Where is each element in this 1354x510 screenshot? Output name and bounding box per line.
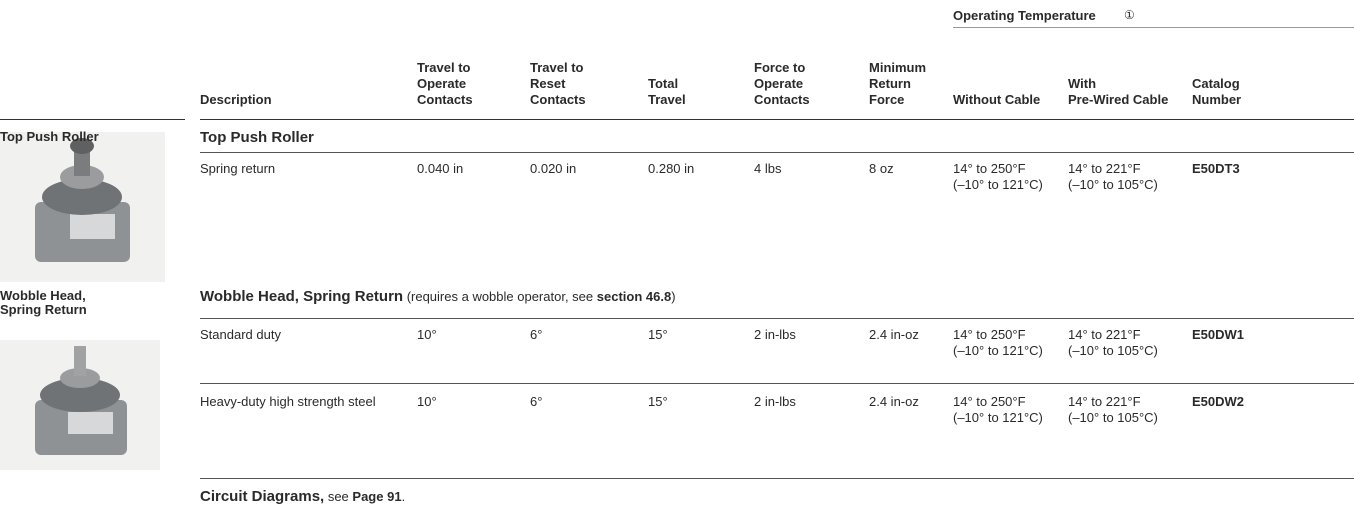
cell: 6° [530, 327, 542, 343]
product-image [0, 340, 160, 470]
group-note: ① [1124, 7, 1135, 23]
column-header: Total [648, 76, 678, 92]
footer-note-part: Page 91 [352, 489, 401, 504]
section-title-part: ) [671, 289, 675, 304]
cell: 2 in-lbs [754, 394, 796, 410]
rule [200, 152, 1354, 153]
cell: 14° to 250°F [953, 327, 1026, 343]
column-header: Force to [754, 60, 805, 76]
cell: (–10° to 105°C) [1068, 177, 1158, 193]
catalog-number: E50DW1 [1192, 327, 1244, 343]
footer-note-part: . [402, 489, 406, 504]
footer-note-part: see [324, 489, 352, 504]
rule [200, 383, 1354, 384]
cell: (–10° to 121°C) [953, 343, 1043, 359]
cell: Heavy-duty high strength steel [200, 394, 376, 410]
column-header: Travel to [530, 60, 583, 76]
column-header: Description [200, 92, 272, 108]
cell: (–10° to 105°C) [1068, 410, 1158, 426]
column-header: Travel to [417, 60, 470, 76]
cell: (–10° to 121°C) [953, 410, 1043, 426]
catalog-number: E50DW2 [1192, 394, 1244, 410]
cell: 15° [648, 327, 668, 343]
column-header: Reset [530, 76, 565, 92]
cell: 14° to 250°F [953, 394, 1026, 410]
column-header: Catalog [1192, 76, 1240, 92]
section-title: Top Push Roller [200, 130, 314, 146]
cell: (–10° to 121°C) [953, 177, 1043, 193]
column-header: Pre-Wired Cable [1068, 92, 1168, 108]
section-title-part: (requires a wobble operator, see [403, 289, 597, 304]
column-header: With [1068, 76, 1096, 92]
product-image [0, 132, 165, 282]
column-header: Contacts [417, 92, 473, 108]
cell: 0.020 in [530, 161, 576, 177]
column-header: Operate [754, 76, 803, 92]
section-title-part: Wobble Head, Spring Return [200, 288, 403, 305]
section-title-part: Top Push Roller [200, 129, 314, 146]
rule [200, 119, 1354, 120]
cell: 2.4 in-oz [869, 394, 919, 410]
rule [953, 27, 1354, 28]
cell: 6° [530, 394, 542, 410]
rule [0, 119, 185, 120]
column-header: Minimum [869, 60, 926, 76]
column-header: Travel [648, 92, 686, 108]
side-label: Top Push Roller [0, 130, 99, 144]
rule [200, 478, 1354, 479]
cell: Standard duty [200, 327, 281, 343]
cell: 15° [648, 394, 668, 410]
column-header: Without Cable [953, 92, 1040, 108]
cell: Spring return [200, 161, 275, 177]
cell: 0.280 in [648, 161, 694, 177]
cell: 14° to 250°F [953, 161, 1026, 177]
cell: 14° to 221°F [1068, 161, 1141, 177]
group-header: Operating Temperature [953, 8, 1096, 24]
column-header: Force [869, 92, 904, 108]
section-title: Wobble Head, Spring Return (requires a w… [200, 289, 676, 305]
side-label: Spring Return [0, 303, 87, 317]
column-header: Number [1192, 92, 1241, 108]
cell: 4 lbs [754, 161, 781, 177]
cell: 14° to 221°F [1068, 394, 1141, 410]
column-header: Operate [417, 76, 466, 92]
cell: 0.040 in [417, 161, 463, 177]
cell: 10° [417, 327, 437, 343]
cell: 14° to 221°F [1068, 327, 1141, 343]
cell: 2.4 in-oz [869, 327, 919, 343]
footer-note-part: Circuit Diagrams, [200, 488, 324, 505]
section-title-part: section 46.8 [597, 289, 671, 304]
footer-note: Circuit Diagrams, see Page 91. [200, 489, 405, 505]
cell: 8 oz [869, 161, 894, 177]
column-header: Contacts [530, 92, 586, 108]
rule [200, 318, 1354, 319]
cell: 10° [417, 394, 437, 410]
column-header: Contacts [754, 92, 810, 108]
catalog-number: E50DT3 [1192, 161, 1240, 177]
page: Operating Temperature ① Description Travel … [0, 0, 1354, 510]
side-label: Wobble Head, [0, 289, 86, 303]
cell: 2 in-lbs [754, 327, 796, 343]
column-header: Return [869, 76, 911, 92]
cell: (–10° to 105°C) [1068, 343, 1158, 359]
